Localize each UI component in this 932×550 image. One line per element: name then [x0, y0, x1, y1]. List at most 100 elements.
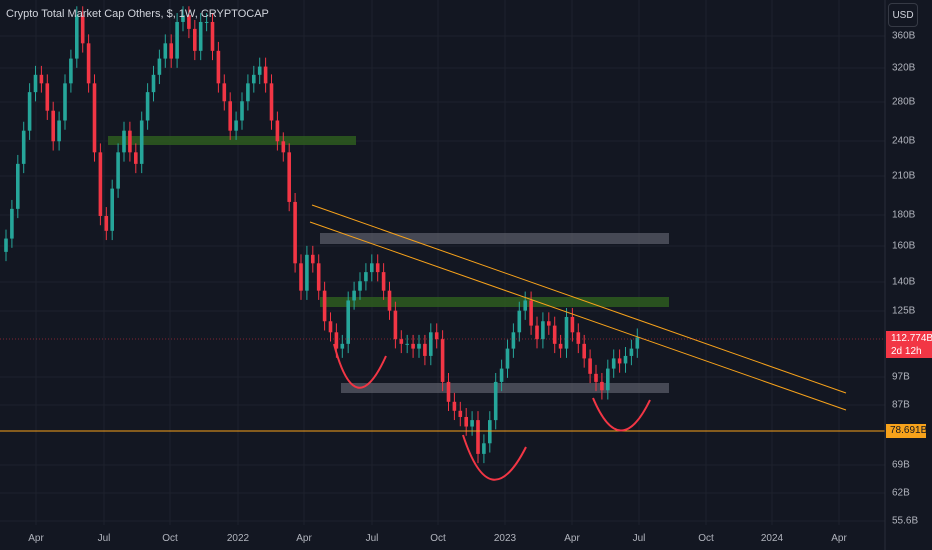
candle-down	[169, 43, 173, 59]
candle-up	[204, 21, 209, 23]
candle-up	[33, 74, 38, 93]
time-tick: Oct	[698, 533, 714, 544]
candle-up	[122, 130, 126, 153]
price-tick: 125B	[892, 305, 916, 317]
candle-down	[535, 325, 539, 340]
resistance-zone-top	[108, 136, 356, 145]
candle-down	[269, 83, 274, 121]
candle-down	[328, 321, 333, 333]
candle-down	[594, 373, 598, 382]
candle-up	[240, 101, 244, 121]
time-tick: Apr	[564, 533, 580, 544]
candle-up	[499, 368, 504, 382]
candle-down	[216, 50, 221, 84]
time-tick: Oct	[162, 533, 178, 544]
candle-down	[281, 141, 286, 153]
candle-up	[352, 290, 356, 301]
candle-down	[434, 332, 439, 340]
candle-down	[128, 130, 132, 153]
candle-up	[110, 188, 114, 231]
level-price-tag: 78.691B	[886, 424, 927, 438]
candle-down	[51, 110, 55, 142]
candle-up	[69, 58, 73, 84]
candle-up	[517, 310, 522, 333]
time-tick: Jul	[97, 533, 111, 544]
price-tick: 140B	[892, 276, 916, 288]
candle-up	[629, 348, 634, 356]
candle-up	[364, 272, 368, 282]
price-tick: 97B	[892, 371, 910, 383]
candle-down	[411, 343, 415, 349]
candle-up	[405, 343, 409, 345]
candle-down	[552, 325, 557, 344]
candle-up	[340, 343, 345, 349]
candle-up	[564, 316, 569, 349]
zones	[108, 136, 669, 393]
candle-down	[334, 332, 339, 349]
candle-up	[257, 66, 262, 75]
candle-up	[57, 120, 61, 142]
candle-up	[511, 332, 516, 349]
candle-up	[163, 43, 168, 59]
time-tick: 2022	[226, 533, 250, 544]
grid	[0, 0, 885, 525]
candle-up	[63, 83, 67, 121]
time-tick: Apr	[831, 533, 847, 544]
right-shoulder-arc	[592, 397, 651, 432]
candle-down	[92, 83, 97, 153]
countdown-label: 2d 12h	[891, 346, 922, 357]
candle-up	[16, 163, 20, 209]
candle-up	[417, 343, 421, 349]
currency-button[interactable]: USD	[888, 3, 918, 27]
candle-down	[387, 290, 392, 311]
candle-down	[45, 83, 50, 111]
candle-down	[582, 343, 586, 359]
time-tick: 2023	[493, 533, 517, 544]
candle-up	[157, 58, 162, 75]
candle-up	[139, 120, 144, 164]
candle-down	[375, 263, 380, 273]
candle-up	[234, 120, 238, 131]
candle-down	[576, 332, 581, 344]
left-shoulder-arc	[333, 343, 387, 389]
drawings	[0, 204, 885, 481]
candle-down	[311, 254, 315, 264]
candle-down	[187, 15, 191, 29]
price-tick: 87B	[892, 399, 910, 411]
candle-down	[600, 381, 604, 391]
candle-up	[541, 321, 545, 340]
candle-down	[275, 120, 280, 142]
candle-up	[4, 238, 8, 252]
candle-up	[523, 300, 527, 311]
price-tick: 240B	[892, 135, 916, 147]
candle-up	[305, 254, 309, 291]
candle-up	[246, 83, 250, 102]
time-tick: Oct	[430, 533, 446, 544]
candle-down	[263, 66, 268, 84]
candle-up	[606, 368, 610, 391]
price-tick: 55.6B	[892, 515, 919, 527]
candle-down	[558, 343, 563, 349]
chart-title: Crypto Total Market Cap Others, $, 1W, C…	[6, 8, 269, 20]
candle-up	[358, 281, 362, 291]
price-tick: 210B	[892, 170, 916, 182]
candle-up	[21, 130, 26, 164]
candle-down	[399, 339, 404, 344]
trendline-upper	[311, 204, 847, 394]
candle-up	[482, 443, 486, 454]
candle-down	[547, 321, 551, 326]
candle-down	[80, 15, 85, 44]
candle-down	[104, 215, 109, 231]
candle-up	[198, 21, 203, 51]
price-tick: 69B	[892, 459, 910, 471]
price-tick: 320B	[892, 62, 916, 74]
time-tick: Apr	[28, 533, 44, 544]
candle-down	[393, 310, 398, 340]
candle-down	[293, 201, 297, 264]
candle-down	[228, 101, 232, 131]
candle-down	[464, 416, 468, 427]
candle-down	[423, 343, 427, 356]
candle-up	[505, 348, 510, 369]
candle-down	[299, 263, 303, 291]
